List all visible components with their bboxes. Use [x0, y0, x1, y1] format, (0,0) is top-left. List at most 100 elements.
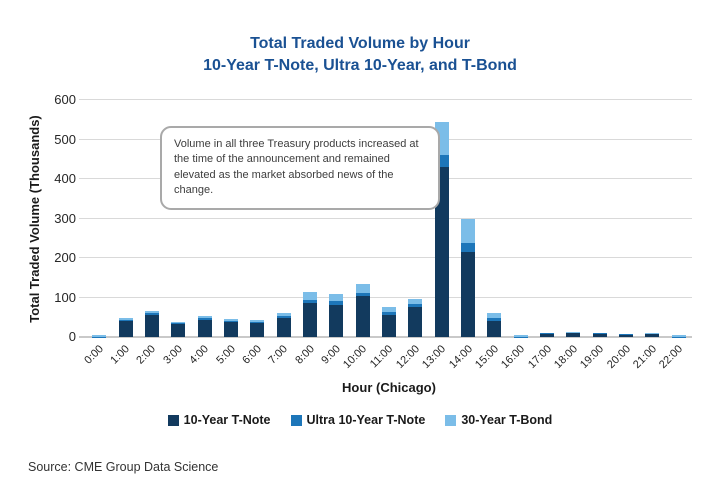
x-axis-title: Hour (Chicago)	[342, 380, 436, 395]
bar-segment-30-year-t-bond	[592, 332, 607, 334]
y-tick-label: 300	[54, 210, 76, 226]
bar-segment-ultra-10-year-t-note	[434, 155, 449, 168]
x-tick-label: 11:00	[368, 343, 396, 371]
x-tick-label: 9:00	[319, 343, 343, 367]
bar-segment-30-year-t-bond	[566, 331, 581, 333]
bar-segment-30-year-t-bond	[276, 313, 291, 317]
bar-segment-30-year-t-bond	[487, 313, 502, 319]
bar-group	[408, 299, 423, 337]
bar-segment-10-year-t-note	[540, 333, 555, 337]
x-tick-label: 3:00	[161, 343, 185, 367]
x-tick-label: 1:00	[108, 343, 133, 367]
x-tick-label: 4:00	[187, 343, 212, 367]
bar-segment-ultra-10-year-t-note	[250, 321, 265, 323]
bar-segment-10-year-t-note	[592, 333, 607, 337]
x-tick-label: 15:00	[472, 343, 501, 371]
bar-segment-ultra-10-year-t-note	[144, 312, 159, 315]
bar-segment-30-year-t-bond	[171, 321, 186, 324]
bar-segment-10-year-t-note	[118, 321, 133, 337]
chart-title-line1: Total Traded Volume by Hour	[250, 35, 470, 52]
bar-group	[592, 332, 607, 337]
bar-segment-30-year-t-bond	[671, 335, 686, 337]
bar-segment-ultra-10-year-t-note	[329, 300, 344, 305]
y-tick-label: 600	[54, 92, 76, 107]
bar-group	[171, 321, 186, 337]
x-tick-label: 12:00	[393, 343, 422, 371]
bar-segment-ultra-10-year-t-note	[118, 320, 133, 322]
chart-title: Total Traded Volume by Hour 10-Year T-No…	[0, 33, 720, 76]
bar-group	[487, 313, 502, 337]
bar-segment-10-year-t-note	[276, 318, 291, 337]
bar-segment-ultra-10-year-t-note	[461, 243, 476, 253]
gridline	[79, 99, 692, 100]
bar-segment-30-year-t-bond	[355, 283, 370, 293]
chart-title-line2: 10-Year T-Note, Ultra 10-Year, and T-Bon…	[203, 56, 517, 74]
bar-segment-10-year-t-note	[223, 322, 238, 337]
bar-group	[382, 307, 396, 337]
x-tick-label: 20:00	[604, 343, 633, 371]
x-tick-label: 7:00	[266, 343, 291, 367]
legend-item: Ultra 10-Year T-Note	[290, 413, 425, 427]
bar-group	[329, 293, 344, 337]
legend-label: 10-Year T-Note	[183, 413, 271, 427]
x-tick-label: 13:00	[420, 343, 449, 371]
x-tick-label: 18:00	[551, 343, 580, 371]
bar-group	[513, 335, 528, 337]
bar-segment-10-year-t-note	[434, 167, 449, 337]
bar-group	[197, 315, 212, 337]
bar-segment-10-year-t-note	[566, 333, 581, 337]
bar-segment-10-year-t-note	[250, 322, 265, 337]
bar-segment-10-year-t-note	[461, 252, 476, 337]
bar-segment-10-year-t-note	[382, 315, 396, 337]
bar-segment-10-year-t-note	[144, 314, 159, 337]
x-tick-label: 16:00	[499, 343, 528, 371]
bar-segment-30-year-t-bond	[540, 332, 555, 334]
x-tick-label: 5:00	[213, 343, 238, 367]
gridline	[79, 296, 692, 298]
bar-segment-10-year-t-note	[197, 319, 212, 337]
y-tick-label: 0	[68, 329, 76, 344]
bar-segment-ultra-10-year-t-note	[171, 323, 186, 324]
annotation-text: Volume in all three Treasury products in…	[174, 138, 419, 197]
bar-group	[92, 334, 107, 337]
bar-group	[355, 283, 370, 337]
bar-segment-30-year-t-bond	[461, 219, 476, 243]
bar-group	[276, 313, 291, 337]
bar-segment-30-year-t-bond	[329, 293, 344, 301]
bar-segment-ultra-10-year-t-note	[276, 316, 291, 319]
bar-segment-30-year-t-bond	[118, 318, 133, 321]
bar-group	[118, 318, 133, 337]
x-tick-label: 6:00	[240, 343, 264, 367]
bar-group	[144, 310, 159, 337]
bar-group	[302, 291, 317, 337]
bar-segment-ultra-10-year-t-note	[487, 318, 502, 322]
plot-area: 0 100 200 300 400 500 600 0:00 1:00 2:00 3:00 4:00 5…	[54, 92, 692, 371]
bar-segment-10-year-t-note	[487, 321, 502, 337]
legend-item: 30-Year T-Bond	[445, 413, 552, 427]
gridline	[79, 257, 692, 258]
legend: 10-Year T-Note Ultra 10-Year T-Note 30-Yea…	[0, 413, 720, 427]
bar-segment-ultra-10-year-t-note	[382, 312, 396, 316]
bar-group	[671, 335, 686, 337]
bar-segment-30-year-t-bond	[382, 307, 396, 313]
bar-segment-10-year-t-note	[355, 295, 370, 337]
legend-item: 10-Year T-Note	[167, 413, 271, 427]
x-tick-label: 2:00	[134, 343, 159, 367]
bar-segment-ultra-10-year-t-note	[302, 299, 317, 304]
bar-segment-30-year-t-bond	[645, 333, 660, 334]
bar-segment-30-year-t-bond	[250, 320, 265, 322]
legend-swatch	[167, 414, 179, 426]
bar-segment-10-year-t-note	[171, 323, 186, 337]
bar-segment-30-year-t-bond	[223, 318, 238, 321]
bar-segment-ultra-10-year-t-note	[355, 292, 370, 296]
bar-segment-30-year-t-bond	[197, 315, 212, 319]
source-note: Source: CME Group Data Science	[28, 460, 219, 474]
bar-group	[566, 331, 581, 337]
y-tick-label: 400	[54, 171, 76, 186]
bar-segment-30-year-t-bond	[513, 335, 528, 337]
bar-segment-ultra-10-year-t-note	[408, 303, 423, 307]
x-tick-label: 0:00	[82, 343, 106, 367]
x-tick-label: 22:00	[657, 343, 686, 371]
bar-segment-ultra-10-year-t-note	[197, 318, 212, 320]
